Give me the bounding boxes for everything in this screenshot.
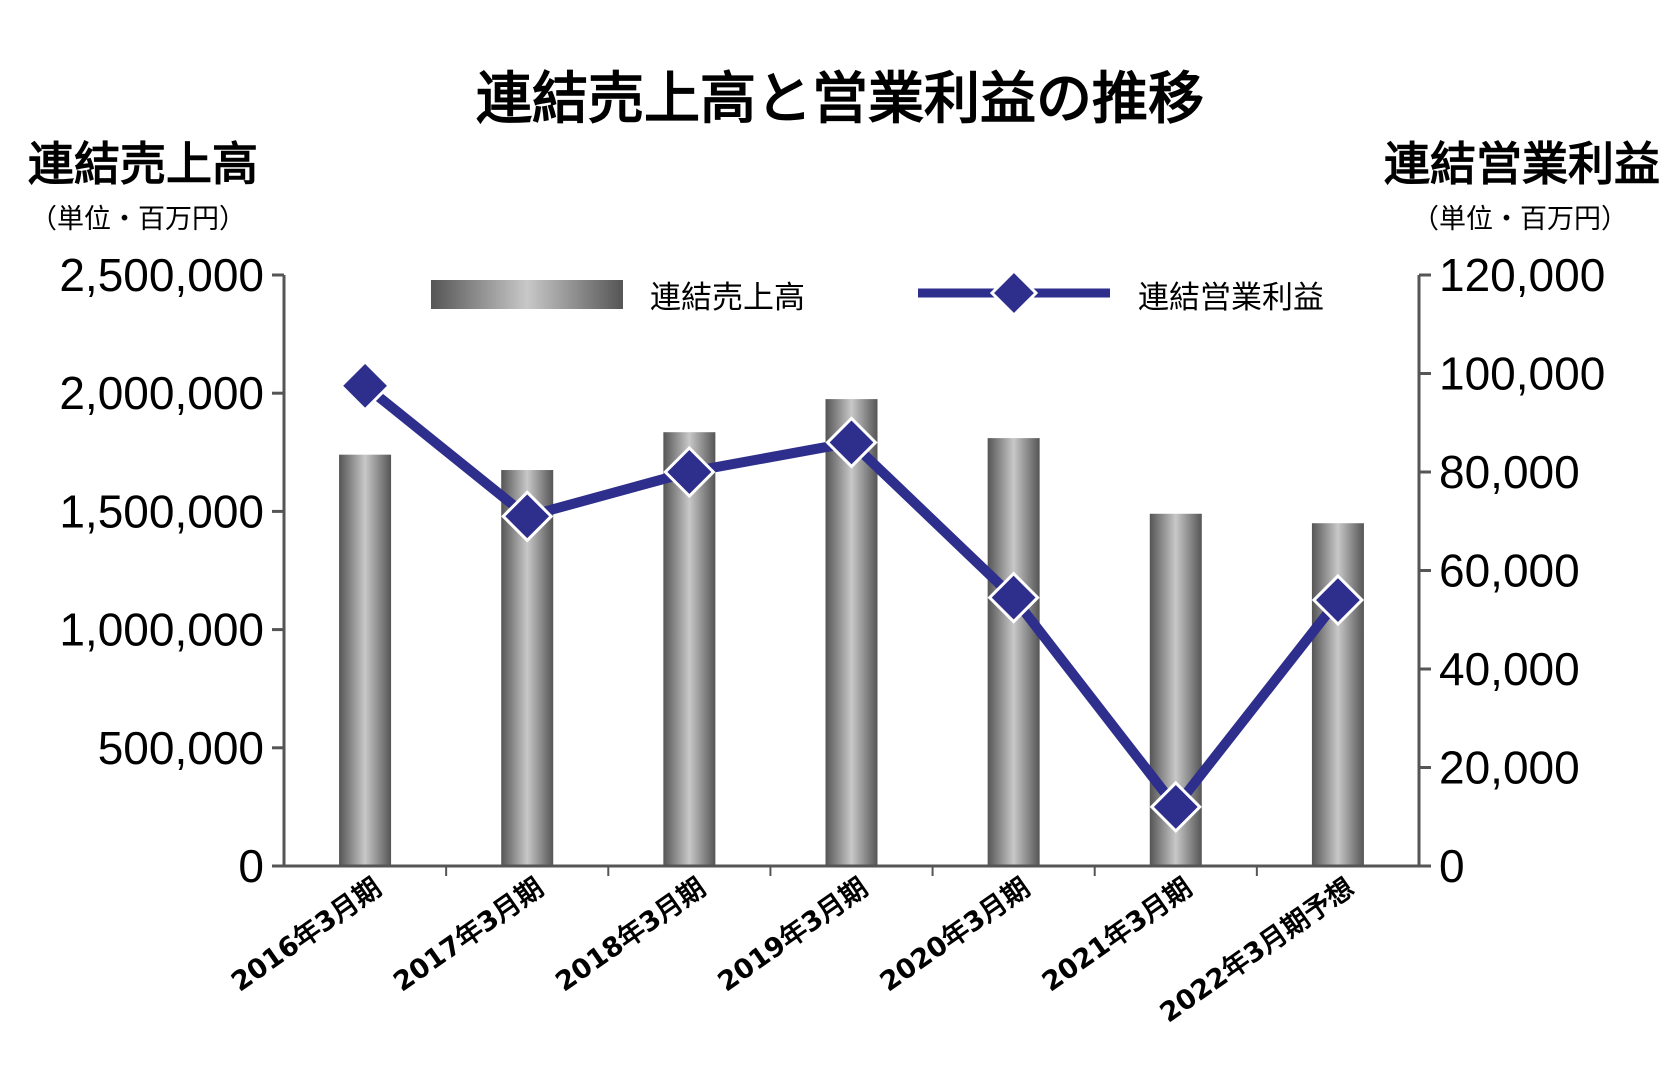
category-label: 2020年3月期 bbox=[874, 872, 1036, 999]
right-tick-label: 80,000 bbox=[1439, 446, 1580, 498]
left-tick-label: 500,000 bbox=[98, 722, 264, 774]
axes: 0 500,000 1,000,000 1,500,000 2,000,000 2,500… bbox=[59, 249, 1605, 892]
revenue-bar bbox=[663, 432, 716, 866]
legend-line-label: 連結営業利益 bbox=[1138, 280, 1324, 316]
legend-bar-swatch bbox=[431, 280, 623, 309]
legend-diamond-marker bbox=[989, 268, 1039, 318]
profit-line bbox=[338, 359, 1365, 834]
right-tick-label: 120,000 bbox=[1439, 249, 1605, 301]
category-label: 2017年3月期 bbox=[388, 872, 550, 999]
left-tick-label: 1,000,000 bbox=[59, 604, 264, 656]
right-axis-unit: （単位・百万円） bbox=[1412, 204, 1628, 235]
revenue-bars bbox=[339, 399, 1364, 866]
chart-title: 連結売上高と営業利益の推移 bbox=[476, 67, 1204, 132]
right-tick-label: 20,000 bbox=[1439, 742, 1580, 794]
profit-point bbox=[987, 571, 1040, 624]
category-labels: 2016年3月期 2017年3月期 2018年3月期 2019年3月期 2020年3月期… bbox=[225, 872, 1360, 1030]
right-tick-label: 40,000 bbox=[1439, 643, 1580, 695]
right-tick-label: 0 bbox=[1439, 840, 1465, 892]
left-axis-title: 連結売上高 bbox=[28, 137, 258, 191]
left-tick-label: 2,500,000 bbox=[59, 249, 264, 301]
profit-point bbox=[663, 445, 716, 499]
left-tick-label: 1,500,000 bbox=[59, 485, 264, 537]
profit-point bbox=[1149, 780, 1202, 834]
category-label: 2019年3月期 bbox=[712, 872, 874, 999]
revenue-bar bbox=[339, 454, 392, 866]
revenue-bar bbox=[987, 438, 1040, 866]
left-tick-label: 2,000,000 bbox=[59, 367, 264, 419]
left-axis-unit: （単位・百万円） bbox=[30, 204, 246, 235]
right-axis-title: 連結営業利益 bbox=[1384, 137, 1660, 191]
profit-point bbox=[1311, 573, 1365, 627]
category-label: 2018年3月期 bbox=[550, 872, 712, 999]
right-tick-label: 100,000 bbox=[1439, 348, 1605, 400]
right-tick-label: 60,000 bbox=[1439, 545, 1580, 597]
category-label: 2021年3月期 bbox=[1036, 872, 1198, 999]
profit-point bbox=[825, 416, 878, 469]
revenue-bar bbox=[825, 399, 878, 866]
profit-point bbox=[501, 490, 554, 543]
profit-point bbox=[338, 359, 392, 412]
left-tick-label: 0 bbox=[238, 840, 264, 892]
legend-bar-label: 連結売上高 bbox=[650, 280, 805, 316]
legend: 連結売上高 連結営業利益 bbox=[431, 268, 1324, 318]
